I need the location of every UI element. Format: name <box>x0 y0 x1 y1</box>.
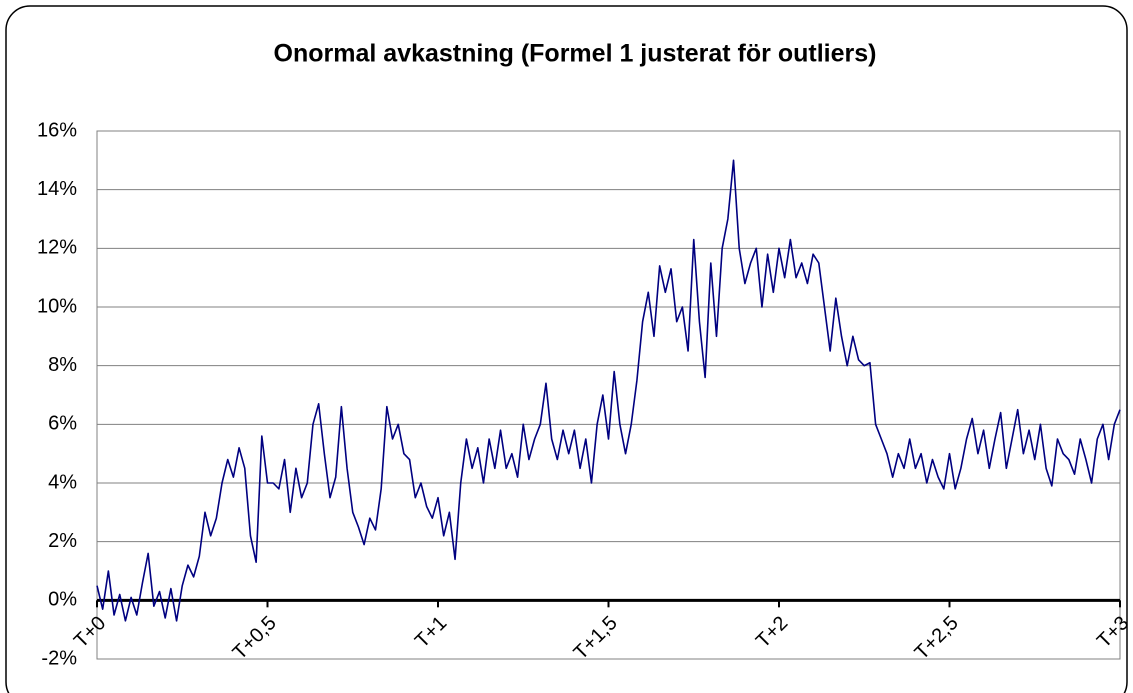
y-tick-label: 16% <box>37 119 77 141</box>
y-tick-label: 4% <box>48 471 77 493</box>
y-tick-label: 12% <box>37 237 77 259</box>
chart-title: Onormal avkastning (Formel 1 justerat fö… <box>274 40 877 68</box>
y-tick-label: -2% <box>41 647 77 669</box>
y-tick-label: 6% <box>48 413 77 435</box>
y-tick-label: 10% <box>37 295 77 317</box>
y-tick-label: 14% <box>37 178 77 200</box>
plot-area <box>96 130 1121 660</box>
data-line <box>96 159 1121 622</box>
y-tick-label: 2% <box>48 530 77 552</box>
y-tick-label: 8% <box>48 354 77 376</box>
y-tick-label: 0% <box>48 589 77 611</box>
